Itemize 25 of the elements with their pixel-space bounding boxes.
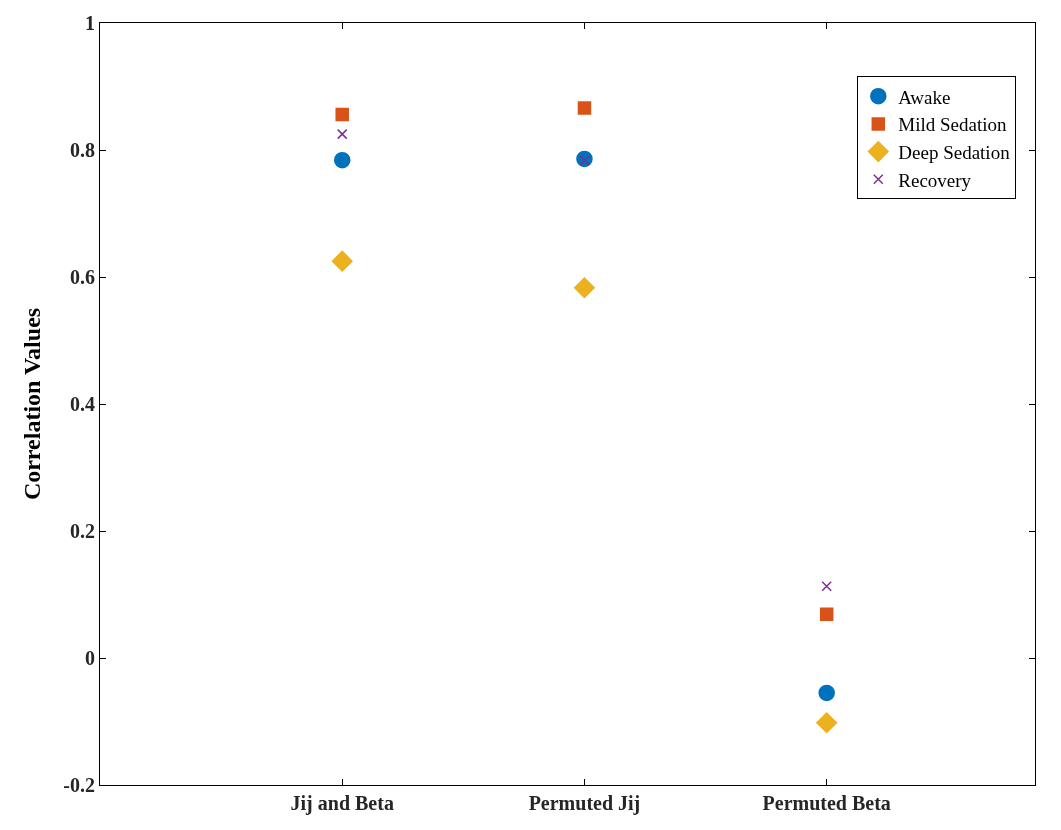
- y-tick-label: 0.8: [70, 139, 95, 161]
- legend-label: Recovery: [898, 169, 972, 191]
- point: [331, 250, 353, 272]
- x-tick-label: Permuted Beta: [762, 792, 891, 814]
- y-axis-title: Correlation Values: [19, 307, 46, 501]
- point: [573, 277, 595, 299]
- legend-label: Mild Sedation: [898, 114, 1007, 136]
- y-tick-label: 0.6: [70, 266, 95, 288]
- y-tick-label: -0.2: [63, 774, 95, 796]
- legend-label: Awake: [898, 86, 951, 108]
- point: [819, 607, 834, 621]
- y-tick-label: 1: [85, 12, 95, 34]
- y-tick-label: 0: [85, 647, 95, 669]
- point: [333, 151, 351, 169]
- point: [818, 684, 835, 702]
- y-tick-label: 0.2: [70, 520, 95, 542]
- point: [335, 107, 349, 122]
- x-tick-label: Jij and Beta: [290, 792, 394, 815]
- legend-label: Deep Sedation: [898, 142, 1011, 163]
- point: [336, 128, 348, 140]
- x-tick-label: Permuted Jij: [528, 792, 641, 815]
- point: [821, 581, 832, 592]
- point: [577, 101, 592, 115]
- y-tick-label: 0.4: [70, 393, 95, 415]
- point: [816, 712, 838, 734]
